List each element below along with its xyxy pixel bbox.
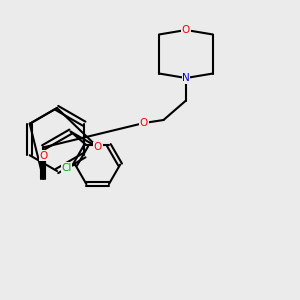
Text: O: O <box>94 142 102 152</box>
Text: O: O <box>140 118 148 128</box>
Text: N: N <box>182 73 190 83</box>
Text: O: O <box>39 151 47 161</box>
Text: Cl: Cl <box>61 163 72 172</box>
Text: O: O <box>182 25 190 35</box>
